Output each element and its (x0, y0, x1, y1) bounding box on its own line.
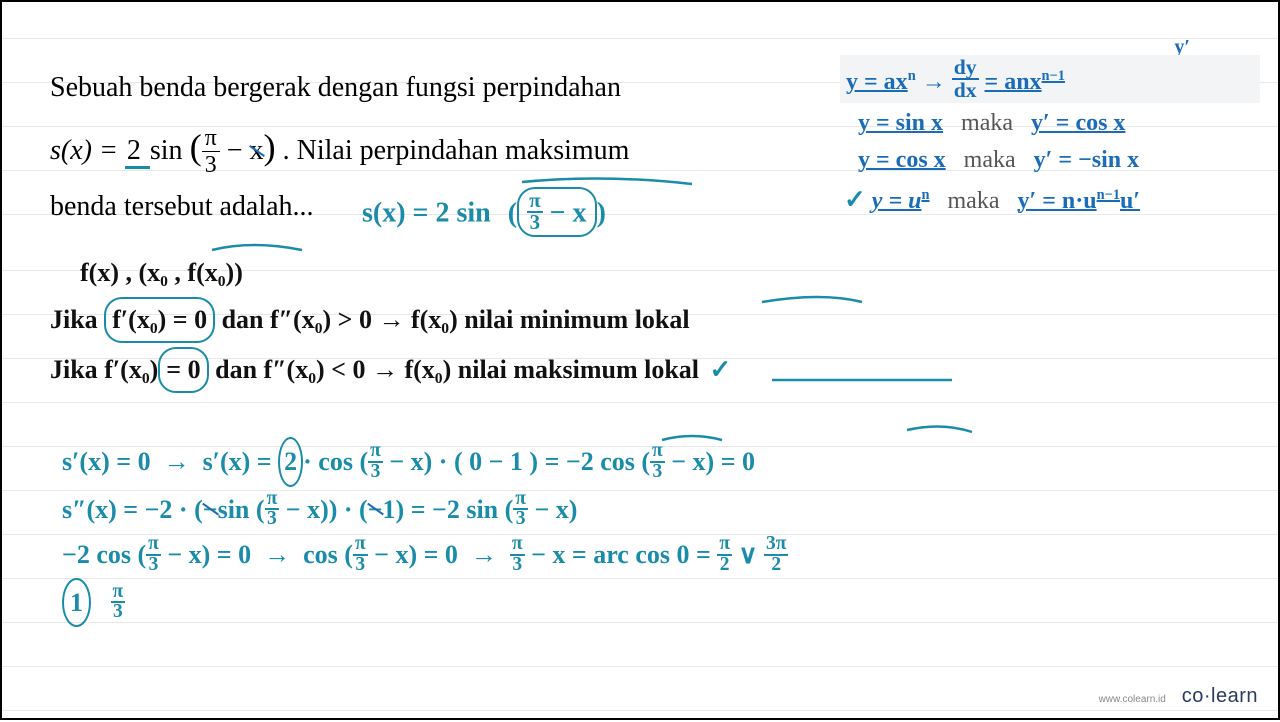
power-n: n (908, 68, 916, 84)
pi-den: 3 (202, 152, 220, 178)
work-line-4: 1 π3 (62, 578, 1222, 628)
note-row-3: Jika f′(x₀)= 0 dan f″(x₀) < 0 → f(x₀) ni… (50, 347, 731, 393)
derivative-rules-box: y′ y = axn → dydx = anxn−1 y = sin x mak… (840, 32, 1260, 220)
chain-l: y = u (872, 188, 922, 214)
r2e: → f(x₀) nilai minimum lokal (378, 305, 689, 334)
arrow-1: → (922, 69, 952, 95)
check-icon: ✓ (844, 185, 866, 214)
work-line-2: s″(x) = −2 · (−sin (π3 − x)) · (−1) = −2… (62, 487, 1222, 533)
dx: dx (952, 80, 979, 101)
sin-rule-l: y = sin x (858, 110, 943, 136)
cos-rule-l: y = cos x (858, 147, 946, 173)
power-rule-r: = anx (985, 69, 1042, 95)
power-rule-l: y = ax (846, 69, 908, 95)
r3b: f′(x₀)= 0 (104, 355, 208, 384)
note-row-2: Jika f′(x₀) = 0 dan f″(x₀) > 0 → f(x₀) n… (50, 297, 690, 343)
r2d: f″(x₀) > 0 (270, 305, 372, 334)
maka-3: maka (948, 188, 1000, 214)
rw-den: 3 (527, 213, 543, 233)
r2b-oval: f′(x₀) = 0 (104, 297, 215, 343)
chain-n: n (921, 187, 929, 203)
r3d: f″(x₀) < 0 (264, 355, 366, 384)
rw-tail: − x (550, 198, 587, 229)
check-icon-2: ✓ (710, 355, 732, 384)
maka-1: maka (961, 110, 1013, 136)
r3e: → f(x₀) nilai maksimum lokal (372, 355, 699, 384)
rewrite-sx: s(x) = 2 sin ( π3 − x ) (362, 187, 606, 237)
or-sym: ∨ (739, 540, 765, 569)
r3c: dan (215, 355, 263, 384)
dy: dy (952, 57, 979, 80)
work-line-3: −2 cos (π3 − x) = 0 → cos (π3 − x) = 0 →… (62, 532, 1222, 578)
struck-x: x (250, 135, 264, 166)
sin-rule-r: y′ = cos x (1031, 110, 1125, 136)
r3a: Jika (50, 355, 104, 384)
trig: sin (150, 135, 190, 166)
footer-logo: co·learn (1182, 685, 1258, 707)
r2a: Jika (50, 305, 104, 334)
cos-rule-r: y′ = −sin x (1034, 147, 1139, 173)
r2b: f′(x₀) = 0 (112, 305, 207, 334)
r2c: dan (222, 305, 270, 334)
r1-text: f(x) , (x₀ , f(x₀)) (80, 258, 243, 287)
chain-r: y′ = n·u (1017, 188, 1096, 214)
problem-line3: benda tersebut adalah... (50, 191, 314, 222)
working-block: s′(x) = 0 → s′(x) = 2· cos (π3 − x) · ( … (62, 437, 1222, 627)
chain-nm1: n−1 (1097, 187, 1120, 203)
chain-uprime: u′ (1120, 188, 1140, 214)
footer-site: www.colearn.id (1099, 694, 1166, 705)
pi-num: π (202, 127, 220, 152)
footer: www.colearn.id co·learn (1099, 685, 1258, 708)
func-lhs: s(x) = (50, 135, 125, 166)
maka-2: maka (964, 147, 1016, 173)
nm1: n−1 (1042, 68, 1065, 84)
work-line-1: s′(x) = 0 → s′(x) = 2· cos (π3 − x) · ( … (62, 437, 1222, 487)
rewrite-text: s(x) = 2 sin (362, 198, 491, 229)
problem-line1: Sebuah benda bergerak dengan fungsi perp… (50, 72, 621, 103)
problem-line2b: . Nilai perpindahan maksimum (283, 135, 630, 166)
coef: 2 (127, 135, 141, 166)
note-row-1: f(x) , (x₀ , f(x₀)) (50, 252, 243, 294)
